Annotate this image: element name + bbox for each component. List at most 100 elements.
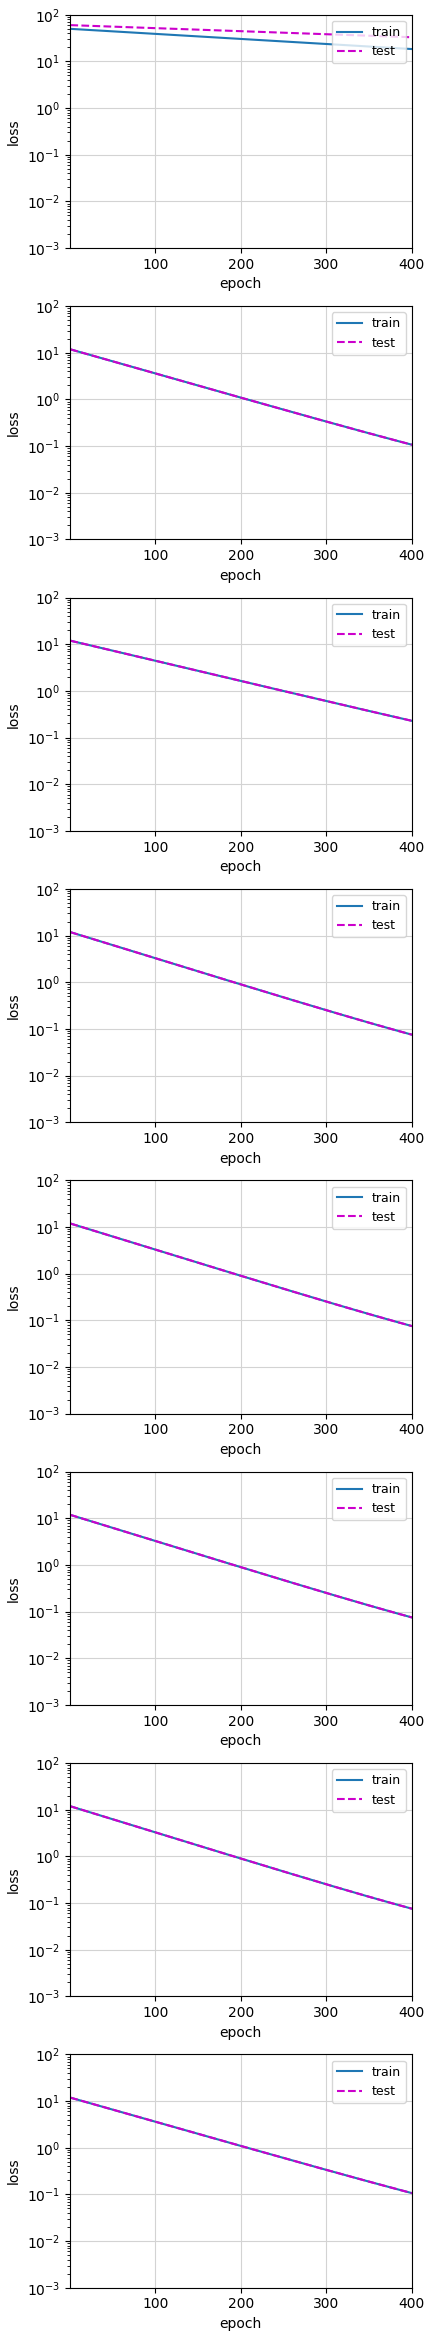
test	[234, 1842, 239, 1870]
test	[410, 1894, 415, 1922]
train	[337, 411, 342, 440]
train	[337, 1001, 342, 1029]
X-axis label: epoch: epoch	[219, 2025, 262, 2039]
test	[225, 966, 230, 994]
test	[410, 1312, 415, 1340]
test	[85, 1506, 90, 1534]
train	[399, 428, 404, 456]
test	[337, 1875, 342, 1903]
train	[337, 1875, 342, 1903]
train	[234, 666, 239, 694]
train	[400, 704, 405, 732]
Legend: train, test: train, test	[331, 895, 406, 938]
train	[337, 2160, 342, 2188]
train	[399, 1017, 404, 1045]
Y-axis label: loss: loss	[7, 701, 21, 727]
train	[68, 627, 73, 655]
X-axis label: epoch: epoch	[219, 1153, 262, 1167]
Y-axis label: loss: loss	[7, 409, 21, 437]
X-axis label: epoch: epoch	[219, 278, 262, 292]
test	[68, 627, 73, 655]
train	[225, 2128, 230, 2156]
test	[399, 2177, 404, 2205]
train	[234, 26, 239, 54]
Legend: train, test: train, test	[331, 603, 406, 645]
train	[399, 704, 404, 732]
test	[337, 2160, 342, 2188]
train	[68, 1209, 73, 1237]
train	[399, 35, 404, 63]
train	[68, 14, 73, 42]
X-axis label: epoch: epoch	[219, 2317, 262, 2331]
train	[234, 968, 239, 996]
test	[400, 1602, 405, 1630]
train	[337, 30, 342, 58]
test	[410, 1022, 415, 1050]
train	[85, 341, 90, 369]
train	[399, 1891, 404, 1919]
Line: train: train	[70, 1223, 412, 1326]
train	[234, 383, 239, 411]
train	[234, 1842, 239, 1870]
train	[337, 1291, 342, 1319]
test	[337, 1291, 342, 1319]
Y-axis label: loss: loss	[7, 1866, 21, 1894]
Legend: train, test: train, test	[331, 21, 406, 63]
train	[400, 428, 405, 456]
Line: test: test	[70, 348, 412, 444]
test	[410, 706, 415, 734]
Line: test: test	[70, 933, 412, 1036]
test	[225, 379, 230, 407]
test	[85, 12, 90, 40]
Line: train: train	[70, 1807, 412, 1908]
train	[337, 1583, 342, 1611]
Line: train: train	[70, 1515, 412, 1618]
test	[225, 1258, 230, 1286]
train	[410, 1022, 415, 1050]
Y-axis label: loss: loss	[7, 2158, 21, 2184]
train	[225, 966, 230, 994]
train	[85, 924, 90, 952]
train	[85, 631, 90, 659]
test	[400, 704, 405, 732]
train	[85, 2088, 90, 2116]
test	[399, 1891, 404, 1919]
test	[410, 2179, 415, 2207]
train	[68, 1501, 73, 1529]
test	[400, 23, 405, 51]
X-axis label: epoch: epoch	[219, 1735, 262, 1749]
train	[400, 1891, 405, 1919]
test	[234, 666, 239, 694]
train	[225, 1840, 230, 1868]
train	[68, 919, 73, 947]
X-axis label: epoch: epoch	[219, 860, 262, 874]
test	[85, 1798, 90, 1826]
train	[400, 1602, 405, 1630]
test	[234, 383, 239, 411]
Line: train: train	[70, 348, 412, 444]
test	[68, 919, 73, 947]
Line: test: test	[70, 26, 412, 37]
test	[225, 1550, 230, 1578]
Line: train: train	[70, 641, 412, 720]
test	[225, 1840, 230, 1868]
train	[410, 706, 415, 734]
test	[234, 968, 239, 996]
train	[410, 1894, 415, 1922]
test	[399, 704, 404, 732]
X-axis label: epoch: epoch	[219, 568, 262, 582]
train	[234, 1552, 239, 1580]
Legend: train, test: train, test	[331, 1185, 406, 1230]
test	[234, 2130, 239, 2158]
test	[400, 1309, 405, 1337]
test	[410, 1604, 415, 1632]
test	[234, 1552, 239, 1580]
train	[225, 379, 230, 407]
test	[68, 12, 73, 40]
Y-axis label: loss: loss	[7, 1576, 21, 1602]
train	[410, 430, 415, 458]
test	[68, 1793, 73, 1821]
Line: test: test	[70, 1223, 412, 1326]
test	[400, 2177, 405, 2205]
Legend: train, test: train, test	[331, 1478, 406, 1520]
